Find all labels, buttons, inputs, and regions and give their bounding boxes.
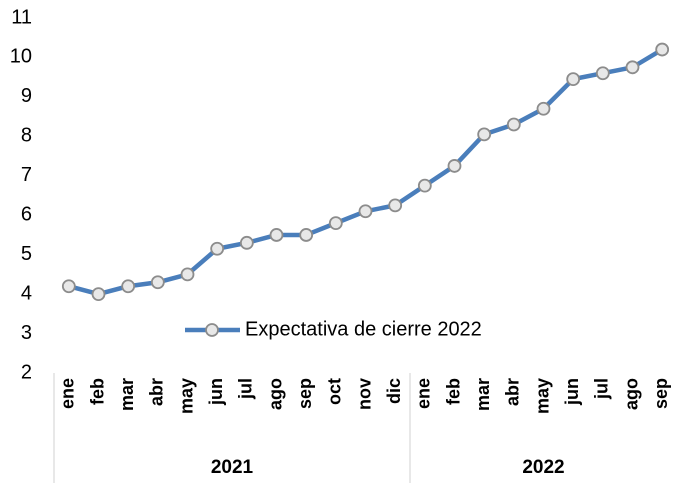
- marker: [477, 127, 492, 142]
- x-tick-label: jun: [562, 378, 582, 406]
- x-tick-label: nov: [354, 378, 374, 410]
- y-tick-label: 2: [21, 361, 32, 383]
- marker: [180, 267, 195, 282]
- x-tick-label: may: [176, 378, 196, 414]
- y-tick-label: 8: [21, 125, 32, 147]
- series-line: [68, 47, 664, 297]
- marker: [447, 159, 462, 173]
- marker: [239, 235, 254, 250]
- x-tick-label: mar: [473, 378, 493, 411]
- y-tick-label: 4: [21, 282, 32, 304]
- marker: [91, 287, 106, 302]
- x-tick-label: ene: [414, 378, 434, 409]
- y-tick-label: 6: [21, 204, 32, 226]
- group-label: 2021: [211, 457, 254, 478]
- y-tick-label: 10: [10, 46, 32, 68]
- x-tick-label: may: [532, 378, 552, 414]
- y-tick-label: 3: [21, 322, 32, 344]
- marker: [61, 279, 76, 294]
- x-tick-label: feb: [87, 378, 107, 405]
- marker: [655, 42, 670, 57]
- x-tick-label: ago: [265, 378, 285, 410]
- x-tick-label: ene: [58, 378, 78, 409]
- marker: [417, 178, 432, 193]
- x-tick-label: sep: [295, 378, 315, 409]
- x-tick-label: jun: [206, 378, 226, 406]
- marker: [269, 228, 284, 242]
- legend-label: Expectativa de cierre 2022: [245, 318, 482, 340]
- marker: [150, 275, 165, 290]
- marker: [388, 198, 403, 213]
- group-label: 2022: [522, 457, 564, 478]
- x-tick-label: abr: [503, 378, 523, 406]
- y-tick-label: 9: [21, 85, 32, 107]
- marker: [328, 216, 343, 231]
- y-tick-label: 11: [11, 6, 32, 28]
- marker: [625, 60, 640, 75]
- x-tick-label: abr: [147, 378, 167, 406]
- marker: [121, 279, 136, 294]
- y-tick-label: 7: [21, 164, 32, 186]
- x-tick-label: dic: [384, 378, 404, 404]
- x-tick-label: mar: [117, 378, 137, 411]
- x-tick-label: sep: [651, 378, 671, 409]
- x-tick-label: oct: [325, 378, 345, 405]
- legend-marker: [205, 323, 219, 337]
- marker: [566, 72, 581, 87]
- x-tick-label: ago: [621, 378, 641, 410]
- y-tick-label: 5: [21, 243, 32, 265]
- marker: [595, 66, 610, 81]
- marker: [536, 101, 551, 116]
- x-tick-label: jul: [236, 378, 256, 400]
- marker: [299, 228, 314, 242]
- marker: [506, 117, 521, 132]
- x-tick-label: jul: [592, 378, 612, 400]
- marker: [210, 241, 225, 256]
- marker: [358, 204, 373, 219]
- x-tick-label: feb: [443, 378, 463, 405]
